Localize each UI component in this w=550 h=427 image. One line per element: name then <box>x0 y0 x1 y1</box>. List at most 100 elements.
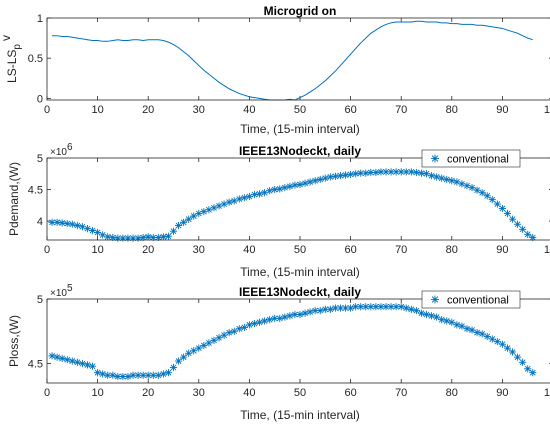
data-point <box>301 179 309 187</box>
panel-3-legend: conventional <box>421 290 521 309</box>
data-point <box>260 317 269 325</box>
data-point <box>245 192 253 201</box>
data-point <box>372 168 380 177</box>
data-point <box>250 190 259 199</box>
x-tick-label: 70 <box>395 244 407 256</box>
data-point <box>513 353 522 361</box>
data-point <box>296 310 304 319</box>
data-point <box>347 170 355 178</box>
panel-2-legend: conventional <box>421 149 521 168</box>
data-point <box>210 204 218 212</box>
data-point <box>483 192 491 200</box>
data-point <box>271 185 279 194</box>
data-point <box>387 168 395 176</box>
data-point <box>458 322 466 330</box>
data-point <box>468 326 476 334</box>
x-tick-label: 60 <box>344 104 356 116</box>
data-point <box>529 369 537 377</box>
data-point <box>463 182 471 190</box>
x-tick-label: 80 <box>446 387 458 399</box>
data-point <box>321 174 329 182</box>
panel-2-legend-box <box>421 149 521 168</box>
data-point <box>483 332 491 341</box>
panel-1-xlabel: Time, (15-min interval) <box>240 122 360 136</box>
data-point <box>139 371 147 379</box>
data-point <box>503 344 512 352</box>
data-point <box>427 172 436 180</box>
data-point <box>190 347 198 355</box>
x-tick-label: 10 <box>91 387 103 399</box>
x-tick-label: 100 <box>544 387 550 399</box>
panel-2-markers <box>48 168 537 242</box>
y-tick-label: 5 <box>37 153 43 165</box>
data-point <box>68 220 76 228</box>
data-point <box>230 197 238 205</box>
y-tick-label: 5 <box>37 294 43 306</box>
data-point <box>73 221 81 230</box>
data-point <box>195 209 203 218</box>
panel-pdemand: IEEE13Nodeckt, daily 0 10 20 30 40 50 60 70 80 90… <box>7 142 550 279</box>
data-point <box>417 169 426 177</box>
data-point <box>296 180 304 189</box>
x-tick-label: 0 <box>44 244 50 256</box>
panel-3-axes-box <box>46 298 550 384</box>
data-point <box>235 195 243 203</box>
data-point <box>281 184 289 192</box>
y-tick-label: 4.5 <box>28 185 43 197</box>
data-point <box>448 318 456 326</box>
data-point <box>185 215 193 223</box>
data-point <box>306 178 314 186</box>
panel-2-legend-marker <box>431 154 439 163</box>
data-point <box>291 181 299 189</box>
data-point <box>164 232 173 240</box>
data-point <box>53 353 61 361</box>
panel-2-xlabel: Time, (15-min interval) <box>240 265 360 279</box>
x-tick-label: 0 <box>44 104 50 116</box>
panel-1-series-line <box>52 20 533 101</box>
data-point <box>331 172 340 180</box>
svg-text:LS-LSpv: LS-LSpv <box>0 35 23 83</box>
panel-2-legend-label: conventional <box>447 154 509 166</box>
data-point <box>458 180 466 188</box>
data-point <box>180 218 188 226</box>
data-point <box>321 305 329 313</box>
data-point <box>88 362 97 370</box>
data-point <box>427 312 436 320</box>
data-point <box>422 310 431 319</box>
data-point <box>200 341 208 350</box>
panel-1-ylabel-sub: p <box>12 44 23 50</box>
data-point <box>463 325 471 333</box>
data-point <box>225 198 233 206</box>
x-tick-label: 60 <box>344 387 356 399</box>
data-point <box>443 175 451 184</box>
panel-3-markers <box>48 303 537 381</box>
data-point <box>63 356 71 364</box>
data-point <box>114 372 122 381</box>
data-point <box>488 196 496 204</box>
panel-3-legend-marker <box>431 295 439 304</box>
data-point <box>230 327 238 335</box>
data-point <box>453 321 461 329</box>
data-point <box>301 309 309 317</box>
panel-3-multiplier: ×105 <box>50 283 73 299</box>
data-point <box>205 339 213 347</box>
data-point <box>326 305 334 313</box>
y-tick-label: 0.5 <box>28 53 43 65</box>
x-tick-label: 40 <box>243 244 255 256</box>
data-point <box>478 330 486 338</box>
data-point <box>255 190 264 198</box>
data-point <box>240 323 248 332</box>
data-point <box>306 308 314 316</box>
x-tick-label: 20 <box>142 104 154 116</box>
data-point <box>58 219 66 227</box>
data-point <box>159 370 167 378</box>
data-point <box>245 321 253 329</box>
x-tick-label: 90 <box>496 244 508 256</box>
data-point <box>352 303 360 311</box>
x-tick-label: 100 <box>544 244 550 256</box>
data-point <box>316 307 324 315</box>
x-tick-label: 80 <box>446 244 458 256</box>
data-point <box>407 168 415 176</box>
data-point <box>508 348 517 356</box>
